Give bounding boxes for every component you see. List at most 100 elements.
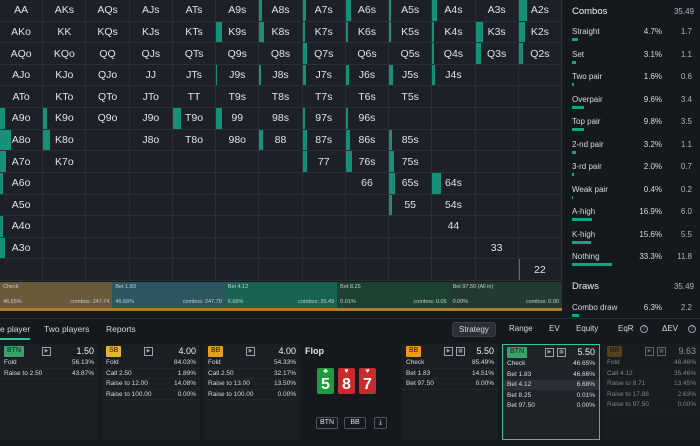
hand-cell[interactable]: [518, 151, 562, 173]
hand-cell[interactable]: T9o: [172, 108, 217, 130]
hand-cell[interactable]: J6s: [345, 64, 390, 87]
action-row[interactable]: Raise to 97.50 0.00%: [603, 400, 700, 411]
hand-cell[interactable]: [475, 151, 519, 173]
hand-cell[interactable]: [345, 216, 390, 238]
hand-cell[interactable]: KQo: [43, 43, 87, 65]
hand-cell[interactable]: [302, 194, 346, 217]
hand-cell[interactable]: A5s: [389, 0, 433, 22]
hand-cell[interactable]: [389, 216, 433, 238]
strip-segment[interactable]: Check 46.65% combos: 247.74: [0, 282, 113, 308]
hand-cell[interactable]: 98s: [259, 108, 303, 130]
hand-cell[interactable]: 64s: [432, 172, 476, 195]
hand-cell[interactable]: T6s: [345, 86, 390, 109]
hand-cell[interactable]: 66: [345, 172, 390, 195]
hand-cell[interactable]: A2s: [518, 0, 562, 22]
hand-cell[interactable]: [129, 259, 173, 281]
hand-cell[interactable]: AA: [0, 0, 44, 22]
hand-cell[interactable]: [432, 151, 476, 173]
hand-cell[interactable]: [475, 108, 519, 130]
hand-cell[interactable]: 86s: [345, 129, 390, 152]
hand-cell[interactable]: AJo: [0, 64, 44, 87]
hand-cell[interactable]: [43, 172, 87, 195]
hand-cell[interactable]: QTs: [172, 43, 217, 65]
hand-cell[interactable]: [0, 259, 44, 281]
action-row[interactable]: Raise to 2.50 43.87%: [0, 369, 98, 379]
export-icon[interactable]: ⤓: [374, 417, 387, 429]
player-panel[interactable]: BB ▶ 4.00 Fold 54.33% Call 2.50 32.17% Raise to…: [204, 344, 300, 440]
hand-cell[interactable]: [216, 172, 260, 195]
hand-cell[interactable]: TT: [172, 86, 217, 109]
combo-row[interactable]: Nothing 33.3% 11.8: [566, 247, 700, 270]
hand-cell[interactable]: 22: [518, 259, 562, 281]
hand-cell[interactable]: [518, 64, 562, 87]
hand-cell[interactable]: AKs: [43, 0, 87, 22]
action-row[interactable]: Raise to 17.88 2.63%: [603, 390, 700, 400]
hand-cell[interactable]: K8o: [43, 129, 87, 152]
play-icon[interactable]: ▶: [645, 347, 654, 356]
hand-cell[interactable]: 54s: [432, 194, 476, 217]
action-row[interactable]: Raise to 8.71 13.45%: [603, 379, 700, 390]
hand-cell[interactable]: [432, 129, 476, 152]
action-row[interactable]: Fold 84.03%: [102, 358, 200, 369]
player-panel[interactable]: BB ▶ ▦ 5.50 Check 85.49% Bet 1.83 14.51% Bet 97.…: [402, 344, 498, 440]
hand-cell[interactable]: KTs: [172, 21, 217, 44]
hand-cell[interactable]: J9s: [216, 64, 260, 87]
action-row[interactable]: Raise to 13.00 13.50%: [204, 379, 300, 390]
hand-cell[interactable]: J8s: [259, 64, 303, 87]
strip-segment[interactable]: Bet 97.50 (All in) 0.00% combos: 0.00: [449, 282, 562, 308]
hand-cell[interactable]: 75s: [389, 151, 433, 173]
hand-cell[interactable]: [432, 86, 476, 109]
hand-cell[interactable]: JTo: [129, 86, 173, 109]
hand-cell[interactable]: Q9s: [216, 43, 260, 65]
play-icon[interactable]: ▶: [444, 347, 453, 356]
hand-cell[interactable]: A6o: [0, 172, 44, 195]
hand-cell[interactable]: [389, 259, 433, 281]
hand-cell[interactable]: 65s: [389, 172, 433, 195]
hand-cell[interactable]: [345, 194, 390, 217]
hand-cell[interactable]: ATo: [0, 86, 44, 109]
hand-cell[interactable]: T5s: [389, 86, 433, 109]
hand-cell[interactable]: [259, 151, 303, 173]
player-panel[interactable]: BB ▶ ▦ 9.63 Fold 48.46% Call 4.12 35.46% Raise t…: [603, 344, 700, 440]
hand-cell[interactable]: Q4s: [432, 43, 476, 65]
hand-cell[interactable]: [518, 172, 562, 195]
hand-cell[interactable]: [475, 86, 519, 109]
hand-cell[interactable]: KJo: [43, 64, 87, 87]
combo-row[interactable]: Combo draw 6.3% 2.2: [566, 298, 700, 321]
action-row[interactable]: Call 4.12 35.46%: [603, 369, 700, 379]
hand-cell[interactable]: [129, 194, 173, 217]
action-row[interactable]: Bet 1.83 46.66%: [503, 370, 599, 380]
action-row[interactable]: Check 85.49%: [402, 358, 498, 369]
hand-cell[interactable]: K3s: [475, 21, 519, 44]
hand-cell[interactable]: [216, 237, 260, 260]
hand-cell[interactable]: A6s: [345, 0, 390, 22]
hand-cell[interactable]: [216, 259, 260, 281]
hand-cell[interactable]: 55: [389, 194, 433, 217]
action-row[interactable]: Fold 48.46%: [603, 358, 700, 369]
player-panel[interactable]: BTN ▶ ▦ 5.50 Check 46.65% Bet 1.83 46.66% Bet 4.…: [502, 344, 600, 440]
hand-cell[interactable]: K5s: [389, 21, 433, 44]
tab-range[interactable]: Range: [509, 324, 533, 333]
hand-cell[interactable]: K9s: [216, 21, 260, 44]
hand-cell[interactable]: KJs: [129, 21, 173, 44]
hand-cell[interactable]: [259, 216, 303, 238]
hand-cell[interactable]: [216, 151, 260, 173]
hand-cell[interactable]: [518, 129, 562, 152]
action-row[interactable]: Bet 4.12 6.68%: [503, 380, 599, 391]
hand-cell[interactable]: [432, 108, 476, 130]
action-row[interactable]: Bet 97.50 0.00%: [503, 401, 599, 412]
hand-cell[interactable]: A3s: [475, 0, 519, 22]
hand-cell[interactable]: [345, 259, 390, 281]
grid-icon[interactable]: ▦: [456, 347, 465, 356]
hand-cell[interactable]: [86, 129, 130, 152]
hand-cell[interactable]: ATs: [172, 0, 217, 22]
hand-cell[interactable]: K9o: [43, 108, 87, 130]
hand-cell[interactable]: AQs: [86, 0, 130, 22]
hand-cell[interactable]: A4o: [0, 216, 44, 238]
hand-cell[interactable]: 99: [216, 108, 260, 130]
hand-cell[interactable]: Q8s: [259, 43, 303, 65]
hand-cell[interactable]: A7o: [0, 151, 44, 173]
action-row[interactable]: Bet 97.50 0.00%: [402, 379, 498, 390]
hand-cell[interactable]: T8s: [259, 86, 303, 109]
hand-cell[interactable]: [172, 216, 217, 238]
